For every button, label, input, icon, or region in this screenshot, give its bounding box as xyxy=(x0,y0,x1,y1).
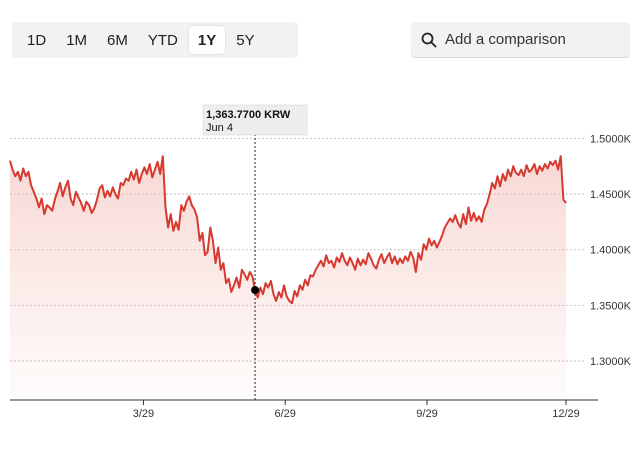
x-tick-label: 9/29 xyxy=(416,408,437,420)
range-tab-6m[interactable]: 6M xyxy=(107,31,128,49)
range-tab-1m[interactable]: 1M xyxy=(66,31,88,49)
y-tick-label: 1.4500K xyxy=(590,189,632,201)
x-tick-label: 6/29 xyxy=(275,408,296,420)
x-tick-label: 3/29 xyxy=(133,408,154,420)
range-tab-1y[interactable]: 1Y xyxy=(188,26,226,54)
add-comparison-label: Add a comparison xyxy=(445,31,566,48)
add-comparison-button[interactable]: Add a comparison xyxy=(411,22,630,58)
tooltip-value: 1,363.7700 KRW xyxy=(206,109,291,121)
price-tooltip: 1,363.7700 KRW Jun 4 xyxy=(202,104,308,136)
tooltip-date: Jun 4 xyxy=(206,122,233,134)
price-area-fill xyxy=(10,156,566,400)
y-tick-label: 1.3000K xyxy=(590,356,632,368)
search-icon xyxy=(421,32,437,47)
y-tick-label: 1.3500K xyxy=(590,300,632,312)
time-range-selector: 1D 1M 6M YTD 1Y 5Y xyxy=(12,22,298,58)
range-tab-ytd[interactable]: YTD xyxy=(147,31,178,49)
price-line xyxy=(9,155,567,305)
y-tick-label: 1.4000K xyxy=(590,245,632,257)
highlight-point xyxy=(251,286,260,295)
x-tick-label: 12/29 xyxy=(552,408,580,420)
y-tick-label: 1.5000K xyxy=(590,133,632,145)
range-tab-1d[interactable]: 1D xyxy=(27,31,47,49)
price-chart[interactable]: 1.5000K 1.4500K 1.4000K 1.3500K 1.3000K 3/29… xyxy=(0,100,640,430)
range-tab-5y[interactable]: 5Y xyxy=(236,31,255,49)
